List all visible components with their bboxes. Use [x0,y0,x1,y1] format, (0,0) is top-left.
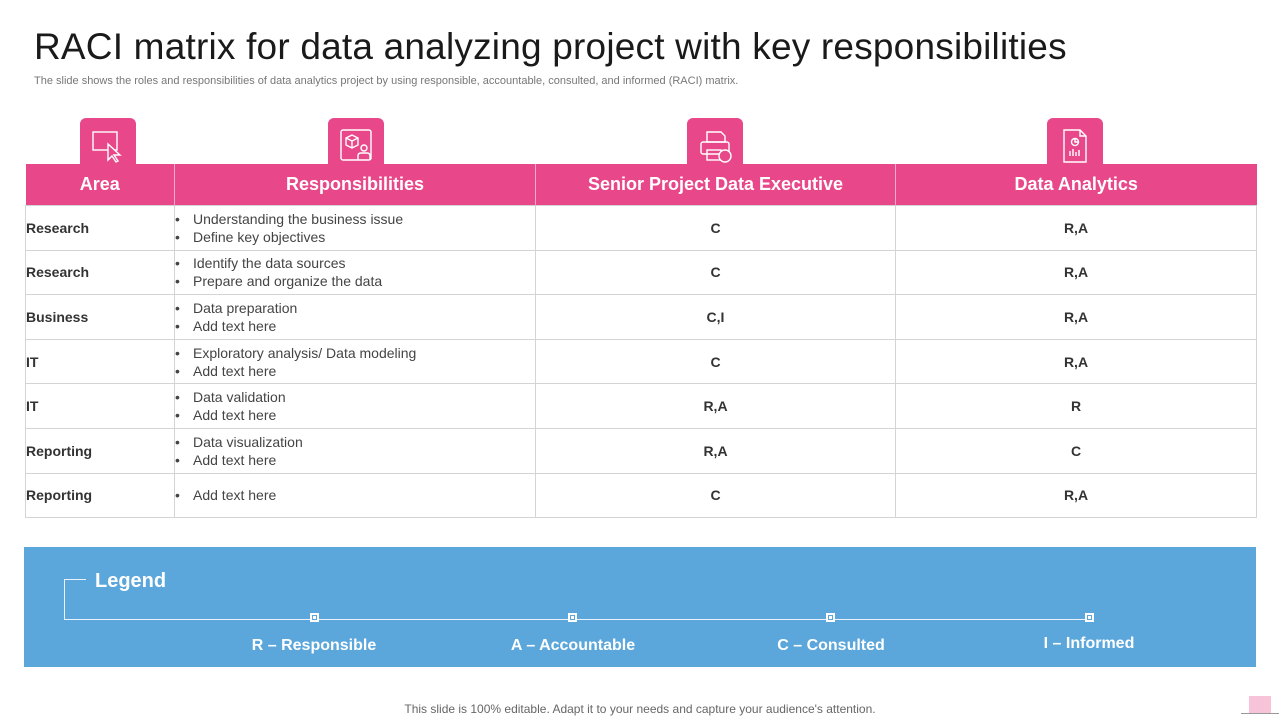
area-cell: Research [25,205,175,251]
responsibility-item: Define key objectives [175,228,535,246]
legend-node [1085,613,1094,622]
table-row: IT Data validation Add text here R,A R [25,383,1257,429]
legend-item-responsible: R – Responsible [251,637,377,654]
page-subtitle: The slide shows the roles and responsibi… [34,75,739,87]
legend-bracket-top [64,579,86,580]
responsibility-item: Exploratory analysis/ Data modeling [175,344,535,362]
area-cell: Reporting [25,472,175,519]
legend-item-consulted: C – Consulted [777,637,885,654]
executive-cell: C [535,472,896,519]
header-area: Area [25,164,175,206]
legend-node [568,613,577,622]
raci-table: Area Responsibilities Senior Project Dat… [25,164,1257,519]
area-cell: Business [25,294,175,340]
legend-panel: Legend R – Responsible A – Accountable C… [24,547,1256,667]
area-cell: Reporting [25,427,175,474]
analytics-cell: R,A [895,249,1257,296]
corner-line [1241,713,1279,714]
executive-cell: C,I [535,294,896,340]
legend-node [826,613,835,622]
responsibility-item: Understanding the business issue [175,210,535,228]
responsibilities-cell: Data preparation Add text here [174,294,536,340]
legend-node [310,613,319,622]
responsibility-item: Identify the data sources [175,254,535,272]
legend-item-accountable: A – Accountable [510,637,636,654]
table-row: Research Identify the data sources Prepa… [25,249,1257,296]
responsibility-item: Add text here [175,451,535,469]
analytics-cell: R [895,383,1257,429]
responsibility-item: Add text here [175,362,535,380]
header-responsibilities: Responsibilities [174,164,536,206]
responsibility-item: Data validation [175,388,535,406]
responsibility-item: Add text here [175,317,535,335]
table-row: Research Understanding the business issu… [25,205,1257,251]
header-senior-executive: Senior Project Data Executive [535,164,896,206]
table-row: IT Exploratory analysis/ Data modeling A… [25,338,1257,385]
area-cell: IT [25,338,175,385]
executive-cell: C [535,249,896,296]
responsibility-item: Data preparation [175,299,535,317]
analytics-cell: R,A [895,472,1257,519]
footer-note: This slide is 100% editable. Adapt it to… [404,702,876,716]
analytics-cell: R,A [895,205,1257,251]
page-title: RACI matrix for data analyzing project w… [34,26,1067,67]
corner-decoration [1249,696,1271,714]
table-header-row: Area Responsibilities Senior Project Dat… [25,164,1257,206]
responsibility-item: Add text here [175,406,535,424]
executive-cell: R,A [535,427,896,474]
analytics-cell: R,A [895,338,1257,385]
responsibilities-cell: Identify the data sources Prepare and or… [174,249,536,296]
table-row: Reporting Data visualization Add text he… [25,427,1257,474]
table-row: Reporting Add text here C R,A [25,472,1257,519]
executive-cell: C [535,205,896,251]
responsibility-item: Add text here [175,486,535,504]
table-row: Business Data preparation Add text here … [25,294,1257,340]
area-cell: Research [25,249,175,296]
responsibilities-cell: Data validation Add text here [174,383,536,429]
legend-bracket [64,579,65,619]
responsibilities-cell: Data visualization Add text here [174,427,536,474]
executive-cell: R,A [535,383,896,429]
responsibility-item: Data visualization [175,433,535,451]
executive-cell: C [535,338,896,385]
header-data-analytics: Data Analytics [895,164,1257,206]
legend-line [64,619,1090,620]
legend-title: Legend [95,570,167,592]
responsibilities-cell: Exploratory analysis/ Data modeling Add … [174,338,536,385]
legend-item-informed: I – Informed [1043,635,1135,652]
area-cell: IT [25,383,175,429]
responsibilities-cell: Add text here [174,472,536,519]
analytics-cell: R,A [895,294,1257,340]
responsibility-item: Prepare and organize the data [175,272,535,290]
responsibilities-cell: Understanding the business issue Define … [174,205,536,251]
analytics-cell: C [895,427,1257,474]
